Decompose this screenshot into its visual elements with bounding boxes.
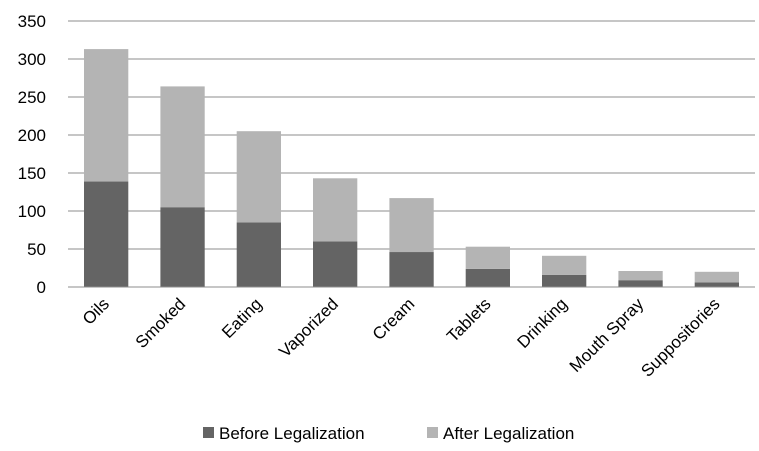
legend-swatch bbox=[427, 427, 438, 438]
y-tick-label-100: 100 bbox=[18, 202, 46, 221]
bar-before-drinking bbox=[542, 274, 587, 287]
bar-after-vaporized bbox=[313, 178, 358, 242]
y-tick-label-300: 300 bbox=[18, 50, 46, 69]
y-tick-label-350: 350 bbox=[18, 12, 46, 31]
legend-item-before: Before Legalization bbox=[203, 424, 365, 443]
y-tick-label-250: 250 bbox=[18, 88, 46, 107]
bar-before-vaporized bbox=[313, 241, 358, 287]
legend-label: Before Legalization bbox=[219, 424, 365, 443]
bar-after-suppositories bbox=[694, 271, 739, 283]
bar-after-cream bbox=[389, 198, 434, 253]
bar-after-drinking bbox=[542, 255, 587, 275]
legend-label: After Legalization bbox=[443, 424, 574, 443]
y-tick-label-200: 200 bbox=[18, 126, 46, 145]
x-tick-label-eating: Eating bbox=[218, 294, 266, 342]
y-tick-label-0: 0 bbox=[37, 278, 46, 297]
x-tick-label-drinking: Drinking bbox=[513, 294, 571, 352]
bar-before-suppositories bbox=[694, 282, 739, 287]
bar-after-tablets bbox=[465, 246, 510, 269]
x-tick-label-vaporized: Vaporized bbox=[275, 294, 342, 361]
bar-before-oils bbox=[84, 181, 129, 287]
x-tick-label-smoked: Smoked bbox=[132, 294, 190, 352]
x-tick-label-oils: Oils bbox=[79, 294, 113, 328]
bar-before-cream bbox=[389, 252, 434, 287]
bar-after-eating bbox=[236, 131, 281, 223]
bar-before-eating bbox=[236, 222, 281, 287]
x-tick-label-cream: Cream bbox=[369, 294, 419, 344]
bars bbox=[84, 49, 739, 287]
bar-before-tablets bbox=[465, 268, 510, 287]
legend: Before Legalization After Legalization bbox=[203, 424, 574, 443]
bar-before-smoked bbox=[160, 207, 205, 287]
x-tick-label-mouth-spray: Mouth Spray bbox=[566, 294, 648, 376]
bar-after-mouth-spray bbox=[618, 271, 663, 281]
bar-before-mouth-spray bbox=[618, 280, 663, 287]
x-tick-label-suppositories: Suppositories bbox=[637, 294, 723, 380]
legend-swatch bbox=[203, 427, 214, 438]
y-tick-label-150: 150 bbox=[18, 164, 46, 183]
y-axis-tick-labels: 0 50 100 150 200 250 300 350 bbox=[18, 12, 46, 297]
x-tick-label-tablets: Tablets bbox=[443, 294, 495, 346]
bar-after-oils bbox=[84, 49, 129, 182]
x-axis-category-labels: Oils Smoked Eating Vaporized Cream Tablets Dri… bbox=[79, 294, 724, 381]
y-tick-label-50: 50 bbox=[27, 240, 46, 259]
bar-after-smoked bbox=[160, 86, 205, 208]
legend-item-after: After Legalization bbox=[427, 424, 574, 443]
